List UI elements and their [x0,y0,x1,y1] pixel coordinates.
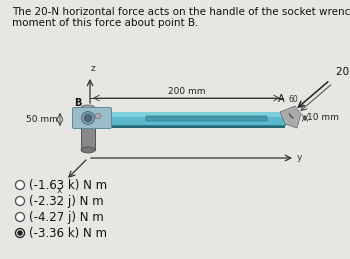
Text: (-1.63 k) N m: (-1.63 k) N m [29,178,107,191]
Text: The 20-N horizontal force acts on the handle of the socket wrench. What is the: The 20-N horizontal force acts on the ha… [12,7,350,17]
Text: (-2.32 j) N m: (-2.32 j) N m [29,195,104,207]
Text: 60: 60 [288,95,298,104]
Ellipse shape [82,112,95,125]
Circle shape [15,228,24,238]
Text: (-3.36 k) N m: (-3.36 k) N m [29,227,107,240]
Polygon shape [280,106,301,128]
Circle shape [15,212,24,221]
Bar [106,112,285,125]
Bar [106,113,285,128]
Text: B: B [74,98,82,108]
Bar [109,112,282,117]
Circle shape [15,197,24,205]
Text: 200 mm: 200 mm [168,88,205,97]
Text: 10 mm: 10 mm [307,113,339,123]
Text: (-4.27 j) N m: (-4.27 j) N m [29,211,104,224]
Text: z: z [91,64,96,73]
Ellipse shape [81,147,95,153]
Text: A: A [278,94,284,104]
Text: 20 N: 20 N [336,67,350,77]
FancyBboxPatch shape [72,107,112,128]
Text: x: x [57,186,62,195]
Bar [146,116,267,121]
Ellipse shape [84,114,91,121]
Text: 50 mm: 50 mm [26,115,58,124]
Text: moment of this force about point B.: moment of this force about point B. [12,18,198,28]
Circle shape [17,230,23,236]
Circle shape [15,181,24,190]
Ellipse shape [95,113,101,119]
Bar [81,108,95,150]
Text: y: y [297,154,302,162]
Ellipse shape [81,105,95,111]
